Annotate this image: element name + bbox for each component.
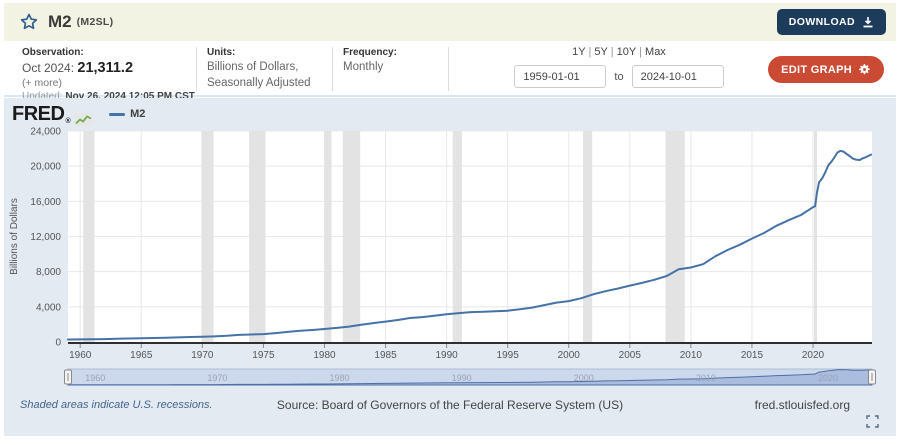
x-tick-label: 2020 xyxy=(802,350,825,361)
y-tick-label: 16,000 xyxy=(30,197,61,208)
column-divider xyxy=(448,47,449,91)
fred-logo-text: FRED xyxy=(12,102,65,125)
recession-band xyxy=(249,131,266,342)
range-presets: 1Y | 5Y | 10Y | Max xyxy=(572,46,666,58)
observation-value: 21,311.2 xyxy=(77,60,134,76)
meta-row: Observation: Oct 2024: 21,311.2 (+ more)… xyxy=(4,41,896,102)
navigator-area-series xyxy=(67,369,873,386)
updated-line: Updated: Nov 26, 2024 12:05 PM CST xyxy=(22,91,195,102)
source-text[interactable]: Source: Board of Governors of the Federa… xyxy=(276,398,624,412)
navigator-year-label: 1970 xyxy=(207,373,227,383)
x-tick-label: 2015 xyxy=(741,350,764,361)
end-date-input[interactable] xyxy=(631,65,724,88)
navigator-year-label: 1990 xyxy=(452,373,472,383)
units-value-line1: Billions of Dollars, xyxy=(207,61,299,73)
frequency-label: Frequency: xyxy=(343,47,397,58)
header-bar: M2 (M2SL) DOWNLOAD xyxy=(4,3,896,41)
x-tick-label: 1960 xyxy=(69,350,92,361)
observation-block: Observation: Oct 2024: 21,311.2 (+ more)… xyxy=(22,47,195,102)
date-range-row: to xyxy=(464,65,774,88)
units-label: Units: xyxy=(207,47,236,58)
column-divider xyxy=(332,47,333,91)
edit-graph-label: EDIT GRAPH xyxy=(781,63,852,76)
registered-mark: ® xyxy=(65,117,71,125)
download-button[interactable]: DOWNLOAD xyxy=(776,9,886,35)
favorite-star-icon[interactable] xyxy=(18,11,40,33)
updated-value: Nov 26, 2024 12:05 PM CST xyxy=(65,91,195,102)
site-link[interactable]: fred.stlouisfed.org xyxy=(754,398,850,412)
y-tick-label: 24,000 xyxy=(30,127,61,138)
column-divider xyxy=(196,47,197,91)
range-preset-5y[interactable]: 5Y xyxy=(594,46,608,58)
recession-band xyxy=(583,131,593,342)
date-to-label: to xyxy=(614,70,624,83)
units-value-line2: Seasonally Adjusted xyxy=(207,76,311,89)
navigator-year-label: 2000 xyxy=(574,373,594,383)
observation-label: Observation: xyxy=(22,47,84,58)
legend-line-swatch xyxy=(109,112,126,116)
y-tick-label: 8,000 xyxy=(36,267,61,278)
y-tick-label: 12,000 xyxy=(30,232,61,243)
fullscreen-icon[interactable] xyxy=(866,415,880,429)
updated-label: Updated: xyxy=(22,91,63,102)
range-preset-1y[interactable]: 1Y xyxy=(572,46,586,58)
more-observations-link[interactable]: (+ more) xyxy=(22,77,62,89)
x-tick-label: 1975 xyxy=(252,350,275,361)
y-tick-label: 0 xyxy=(55,338,61,349)
x-tick-label: 2010 xyxy=(680,350,703,361)
range-preset-max[interactable]: Max xyxy=(645,46,666,58)
gear-icon xyxy=(859,64,870,75)
observation-date: Oct 2024: xyxy=(22,61,75,75)
units-block: Units: Billions of Dollars, Seasonally A… xyxy=(207,47,311,91)
recession-band xyxy=(452,131,462,342)
recession-band xyxy=(83,131,95,342)
fred-logo[interactable]: FRED ® xyxy=(12,102,94,126)
y-tick-label: 20,000 xyxy=(30,162,61,173)
expand-corners-icon xyxy=(866,415,879,428)
download-icon xyxy=(863,17,873,28)
x-tick-label: 2005 xyxy=(619,350,642,361)
page-title: M2 xyxy=(48,12,72,31)
x-tick-label: 1985 xyxy=(374,350,397,361)
star-outline-icon xyxy=(20,13,38,30)
recession-band xyxy=(665,131,685,342)
y-tick-label: 4,000 xyxy=(36,302,61,313)
download-button-label: DOWNLOAD xyxy=(788,16,855,28)
x-tick-label: 1965 xyxy=(130,350,153,361)
navigator-year-label: 2010 xyxy=(696,373,716,383)
edit-graph-button[interactable]: EDIT GRAPH xyxy=(768,56,884,83)
x-tick-label: 1990 xyxy=(435,350,458,361)
navigator-year-label: 2020 xyxy=(818,373,838,383)
x-tick-label: 1970 xyxy=(191,350,214,361)
fred-sparkline-icon xyxy=(74,112,94,126)
chart-logo-row: FRED ® M2 xyxy=(4,98,896,126)
x-tick-label: 2000 xyxy=(558,350,581,361)
range-preset-10y[interactable]: 10Y xyxy=(616,46,637,58)
x-tick-label: 1980 xyxy=(313,350,336,361)
observation-line: Oct 2024: 21,311.2 xyxy=(22,60,195,76)
recession-band xyxy=(324,131,332,342)
legend-label: M2 xyxy=(130,108,146,120)
chart-panel: FRED ® M2 0 4,000 8,000 12,000 16,000 20,000 24… xyxy=(4,98,896,436)
chart-footer: Shaded areas indicate U.S. recessions. S… xyxy=(4,392,896,436)
navigator-year-label: 1960 xyxy=(85,373,105,383)
start-date-input[interactable] xyxy=(514,65,607,88)
frequency-block: Frequency: Monthly xyxy=(343,47,397,76)
series-id: (M2SL) xyxy=(76,16,114,28)
recession-band xyxy=(813,131,818,342)
recession-band xyxy=(342,131,361,342)
navigator-year-label: 1980 xyxy=(329,373,349,383)
frequency-value: Monthly xyxy=(343,61,384,73)
range-controls: 1Y | 5Y | 10Y | Max to xyxy=(464,46,774,88)
y-axis-title: Billions of Dollars xyxy=(9,198,20,275)
x-tick-label: 1995 xyxy=(497,350,520,361)
legend-item-m2[interactable]: M2 xyxy=(109,108,145,120)
m2-line-series xyxy=(67,149,872,341)
m2-chart: 0 4,000 8,000 12,000 16,000 20,000 24,000 1960 1… xyxy=(9,127,876,386)
recession-band xyxy=(201,131,214,342)
recession-note-link[interactable]: Shaded areas indicate U.S. recessions. xyxy=(20,399,213,411)
